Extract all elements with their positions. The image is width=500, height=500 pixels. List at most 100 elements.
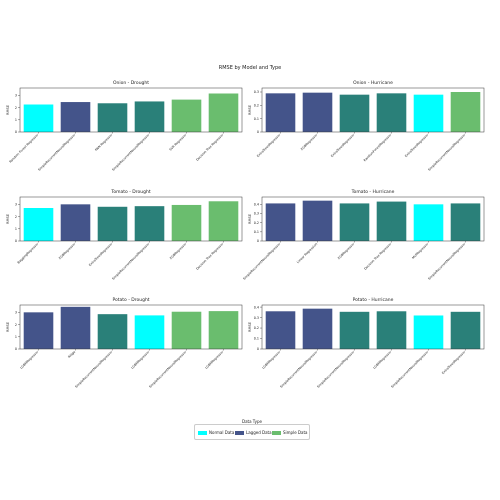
bar [302,92,333,132]
x-tick-label: LGBMRegressor [19,349,40,370]
bar [450,92,481,132]
y-tick-label: 3 [15,94,17,98]
bar [450,203,481,241]
chart-panel-3: Tomato - Hurricane RMSE 0 0.1 0.2 0.3 0.4 Simpl… [242,189,485,281]
x-tick-label: ExtraTreesRegressor [88,241,114,267]
bar [302,200,333,241]
y-axis-label: RMSE [248,322,252,332]
y-tick-label: 0.2 [254,104,259,108]
x-tick-label: SimpleRecurrentNeuralRegressor [390,349,430,389]
legend-label-normal: Normal Data [209,430,235,435]
x-tick-label: XGBRegressor [337,241,356,260]
chart-panel-2: Tomato - Drought RMSE 0 1 2 3 BaggingRegressor… [6,189,243,281]
y-tick-label: 0.2 [254,221,259,225]
bar [171,204,202,241]
x-tick-label: XGBRegressor [169,241,188,260]
bar [208,201,239,241]
bar [265,203,296,241]
x-tick-label: LGBMRegressor [372,349,393,370]
y-tick-label: 0.4 [254,305,259,309]
x-tick-label: Decision Tree Regressor [195,241,224,270]
x-tick-label: SimpleRecurrentNeuralRegressor [37,132,77,172]
x-tick-label: ExtraTreesRegressor [441,349,467,375]
bar [376,93,407,132]
bar [171,311,202,349]
y-tick-label: 0.2 [254,326,259,330]
bar [23,312,54,349]
panel-title: Onion - Hurricane [353,80,393,86]
x-tick-label: SimpleRecurrentNeuralRegressor [111,132,151,172]
x-tick-label: MLPRegressor [411,241,430,260]
bar [23,208,54,241]
chart-panel-4: Potato - Drought RMSE 0 1 2 3 LGBMRegressor Rid… [6,297,243,389]
y-tick-label: 1 [15,118,17,122]
legend-item-normal: Normal Data [198,430,234,435]
bar [265,311,296,349]
y-tick-label: 0 [257,347,259,351]
x-tick-label: LGBMRegressor [261,349,282,370]
axes-frame [19,196,243,242]
y-tick-label: 1 [15,227,17,231]
x-tick-label: SimpleRecurrentNeuralRegressor [148,349,188,389]
bar [134,315,165,349]
y-axis-label: RMSE [248,105,252,115]
y-tick-label: 0.1 [254,230,259,234]
legend-item-lagged: Lagged Data [235,430,272,435]
y-axis-label: RMSE [248,214,252,224]
bar [339,94,370,132]
bar [60,102,91,132]
x-tick-label: ExtraTreesRegressor [256,132,282,158]
x-tick-label: SimpleRecurrentNeuralRegressor [74,349,114,389]
y-tick-label: 0.3 [254,212,259,216]
figure-title: RMSE by Model and Type [219,65,282,71]
y-axis-label: RMSE [6,105,10,115]
x-tick-label: Linear Regression [296,242,318,264]
chart-panel-1: Onion - Hurricane RMSE 0 0.1 0.2 0.3 ExtraTree… [248,80,485,172]
bar [60,306,91,349]
x-tick-label: XGBRegressor [300,132,319,151]
x-tick-label: SimpleRecurrentNeuralRegressor [242,241,282,281]
axes-frame [19,87,243,133]
y-tick-label: 0 [257,239,259,243]
y-tick-label: 0 [15,347,17,351]
x-tick-label: SimpleRecurrentNeuralRegressor [427,132,467,172]
bar [171,99,202,132]
panel-title: Tomato - Drought [110,189,150,195]
y-tick-label: 0.1 [254,337,259,341]
bar [265,93,296,132]
bar [376,201,407,241]
chart-panel-0: Onion - Drought RMSE 0 1 2 3 Random Forest Reg… [6,80,243,172]
y-tick-label: 0.4 [254,203,259,207]
y-tick-label: 1 [15,335,17,339]
panel-title: Potato - Hurricane [353,297,394,303]
bar [413,315,444,349]
x-tick-label: RandomForestRegressor [363,132,393,162]
panels: Onion - Drought RMSE 0 1 2 3 Random Forest Reg… [6,80,485,389]
bar [302,308,333,349]
x-tick-label: SVR Regressor [168,132,187,151]
y-tick-label: 2 [15,215,17,219]
x-tick-label: LGBMRegressor [130,349,151,370]
x-tick-label: Ridge [67,350,76,359]
chart-panel-5: Potato - Hurricane RMSE 0 0.1 0.2 0.3 0.4 LGBMR… [248,297,485,389]
bar [450,311,481,349]
x-tick-label: KNN Regressor [94,132,114,152]
y-tick-label: 0.1 [254,117,259,121]
panel-title: Potato - Drought [112,297,149,303]
legend-item-simple: Simple Data [272,430,307,435]
panel-title: Tomato - Hurricane [351,189,395,195]
axes-frame [261,196,485,242]
x-tick-label: SimpleRecurrentNeuralRegressor [316,349,356,389]
x-tick-label: SimpleRecurrentNeuralRegressor [111,241,151,281]
y-tick-label: 0 [257,130,259,134]
bar [376,311,407,349]
legend-label-simple: Simple Data [283,430,308,435]
x-tick-label: SimpleRecurrentNeuralRegressor [427,241,467,281]
legend: Data Type Normal Data Lagged Data Simple… [194,419,310,440]
x-tick-label: XGBRegressor [58,241,77,260]
y-tick-label: 3 [15,311,17,315]
x-tick-label: SimpleRecurrentNeuralRegressor [279,349,319,389]
bar [60,204,91,241]
legend-swatch-lagged [235,430,244,435]
